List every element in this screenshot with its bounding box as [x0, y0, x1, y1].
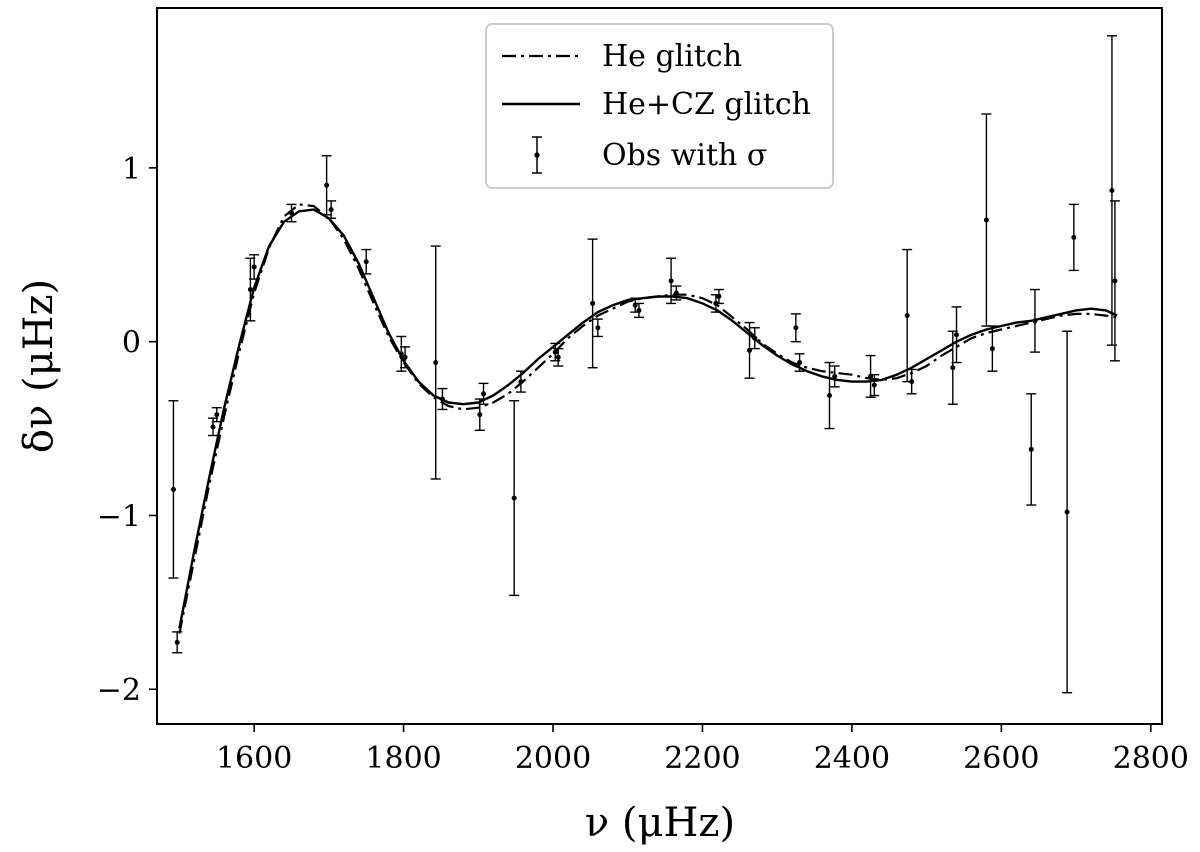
y-axis-ticks: −2 −1 0 1	[97, 152, 157, 708]
observation-point	[214, 412, 220, 418]
observation-point	[518, 379, 524, 385]
x-axis-ticks: 1600 1800 2000 2200 2400 2600 2800	[216, 724, 1189, 776]
observation-point	[632, 302, 638, 308]
legend-swatch-obs	[532, 136, 542, 174]
y-tick-label: −2	[97, 673, 141, 708]
observation-point	[481, 391, 487, 397]
x-tick-label: 2400	[814, 741, 890, 776]
observation-point	[668, 278, 674, 284]
observation-point	[288, 210, 294, 216]
observation-point	[950, 365, 956, 371]
observation-point	[983, 217, 989, 223]
observation-point	[868, 373, 874, 379]
observation-point	[797, 360, 803, 366]
fit-lines	[178, 203, 1118, 634]
legend: He glitch He+CZ glitch Obs with σ	[485, 23, 834, 189]
observation-point	[439, 396, 445, 402]
observation-point	[904, 313, 910, 319]
observation-point	[251, 264, 257, 270]
observation-point	[324, 182, 330, 188]
observation-point	[1109, 187, 1115, 193]
observation-point	[402, 354, 408, 360]
y-tick-label: −1	[97, 499, 141, 534]
he-glitch-line	[178, 203, 1118, 634]
y-axis-label: δν (μHz)	[16, 279, 62, 453]
legend-label-he-cz: He+CZ glitch	[602, 87, 811, 122]
observation-point	[555, 354, 561, 360]
observation-point	[363, 259, 369, 265]
observation-point	[713, 300, 719, 306]
observation-point	[954, 332, 960, 338]
observation-point	[1112, 278, 1118, 284]
observation-point	[170, 486, 176, 492]
observation-point	[590, 300, 596, 306]
observation-points	[170, 182, 1118, 645]
observation-point	[595, 325, 601, 331]
observation-point	[826, 393, 832, 399]
observation-point	[511, 495, 517, 501]
observation-point	[210, 424, 216, 430]
y-tick-label: 1	[122, 152, 141, 187]
observation-point	[1064, 509, 1070, 515]
he-cz-glitch-line	[178, 208, 1118, 629]
legend-box	[485, 23, 834, 189]
observation-point	[909, 379, 915, 385]
observation-point	[247, 287, 253, 293]
observation-point	[747, 347, 753, 353]
y-tick-label: 0	[122, 326, 141, 361]
observation-point	[716, 293, 722, 299]
plot-frame	[156, 7, 1163, 725]
observation-point	[752, 335, 758, 341]
observation-point	[398, 351, 404, 357]
x-tick-label: 2600	[963, 741, 1039, 776]
legend-label-he: He glitch	[602, 39, 742, 74]
observation-point	[433, 360, 439, 366]
observation-point	[832, 373, 838, 379]
observation-point	[174, 639, 180, 645]
observation-point	[552, 349, 558, 355]
x-axis-label: ν (μHz)	[585, 800, 735, 846]
observation-point	[793, 325, 799, 331]
x-tick-label: 2800	[1113, 741, 1189, 776]
x-tick-label: 1800	[365, 741, 441, 776]
observation-point	[328, 207, 334, 213]
x-tick-label: 2000	[515, 741, 591, 776]
observation-point	[673, 290, 679, 296]
observation-point	[1028, 446, 1034, 452]
observation-point	[1071, 234, 1077, 240]
legend-label-obs: Obs with σ	[602, 138, 767, 173]
observation-point	[989, 346, 995, 352]
observation-point	[636, 307, 642, 313]
observation-point	[1032, 318, 1038, 324]
x-tick-label: 1600	[216, 741, 292, 776]
observation-point	[477, 412, 483, 418]
x-tick-label: 2200	[664, 741, 740, 776]
observation-point	[871, 382, 877, 388]
